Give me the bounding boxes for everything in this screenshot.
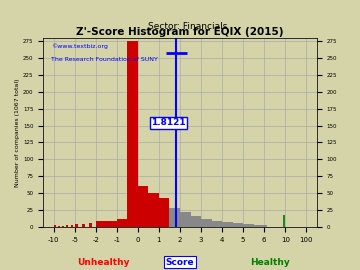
- Bar: [127, 41, 138, 227]
- Bar: [71, 225, 73, 227]
- Bar: [243, 224, 254, 227]
- Text: Healthy: Healthy: [251, 258, 290, 266]
- Text: The Research Foundation of SUNY: The Research Foundation of SUNY: [51, 57, 158, 62]
- Y-axis label: Number of companies (1067 total): Number of companies (1067 total): [15, 78, 20, 187]
- Bar: [283, 215, 285, 227]
- Bar: [58, 226, 60, 227]
- Bar: [96, 221, 106, 227]
- Bar: [75, 224, 78, 227]
- Bar: [233, 223, 243, 227]
- Bar: [117, 219, 127, 227]
- Text: Unhealthy: Unhealthy: [77, 258, 130, 266]
- Bar: [54, 225, 56, 227]
- Text: ©www.textbiz.org: ©www.textbiz.org: [51, 43, 108, 49]
- Bar: [222, 222, 233, 227]
- Bar: [180, 212, 190, 227]
- Bar: [264, 225, 267, 227]
- Text: Sector: Financials: Sector: Financials: [148, 22, 227, 31]
- Bar: [82, 224, 85, 227]
- Bar: [66, 225, 68, 227]
- Bar: [148, 193, 159, 227]
- Bar: [201, 219, 212, 227]
- Bar: [190, 216, 201, 227]
- Text: 1.8121: 1.8121: [151, 118, 186, 127]
- Bar: [170, 208, 180, 227]
- Bar: [159, 198, 170, 227]
- Bar: [138, 186, 148, 227]
- Text: Score: Score: [166, 258, 194, 266]
- Bar: [106, 221, 117, 227]
- Bar: [212, 221, 222, 227]
- Bar: [62, 226, 64, 227]
- Bar: [89, 223, 92, 227]
- Title: Z'-Score Histogram for EQIX (2015): Z'-Score Histogram for EQIX (2015): [76, 27, 284, 37]
- Bar: [254, 225, 264, 227]
